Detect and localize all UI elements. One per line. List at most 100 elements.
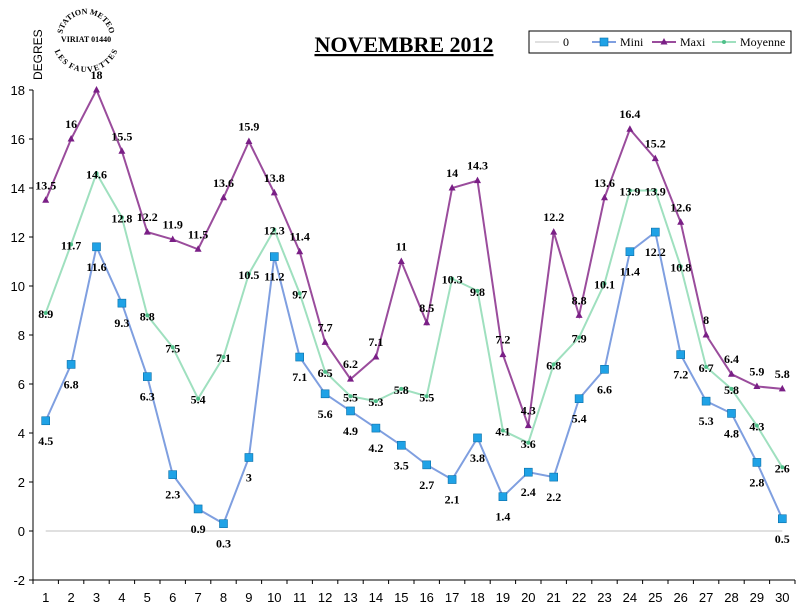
point-moyenne [196, 396, 201, 401]
data-label-mini: 7.1 [292, 370, 307, 384]
point-moyenne [323, 369, 328, 374]
point-mini [193, 504, 203, 514]
point-moyenne [475, 288, 480, 293]
data-label-mini: 2.2 [546, 490, 561, 504]
y-tick-label: 0 [18, 524, 25, 539]
point-moyenne [170, 345, 175, 350]
x-tick-label: 7 [194, 590, 201, 604]
data-label-mini: 2.4 [521, 485, 536, 499]
point-moyenne [272, 227, 277, 232]
data-label-mini: 4.5 [38, 434, 53, 448]
point-maxi [67, 135, 75, 142]
data-label-mini: 4.2 [368, 441, 383, 455]
x-tick-label: 4 [118, 590, 125, 604]
data-label-mini: 11.6 [86, 260, 106, 274]
data-label-moyenne: 8.9 [38, 307, 53, 321]
logo-text-middle: VIRIAT 01440 [61, 35, 111, 44]
data-label-maxi: 11 [396, 240, 407, 254]
point-mini [219, 519, 228, 528]
point-moyenne [500, 428, 505, 433]
point-maxi [220, 193, 227, 201]
point-mini [168, 470, 177, 479]
series-line-maxi [44, 87, 783, 426]
data-label-maxi: 6.2 [343, 357, 358, 371]
point-maxi [194, 245, 202, 252]
x-tick-label: 23 [597, 590, 611, 604]
y-tick-label: -2 [13, 573, 25, 588]
data-label-moyenne: 9.7 [292, 287, 307, 301]
point-moyenne [119, 215, 124, 220]
x-tick-label: 16 [419, 590, 433, 604]
x-tick-label: 2 [67, 590, 74, 604]
point-maxi [321, 338, 329, 345]
point-mini [143, 372, 152, 381]
point-maxi [270, 188, 278, 196]
x-tick-label: 24 [623, 590, 637, 604]
point-moyenne [704, 364, 709, 369]
point-mini [625, 247, 635, 256]
data-label-moyenne: 5.4 [191, 393, 206, 407]
y-tick-label: 14 [11, 181, 25, 196]
point-moyenne [653, 188, 658, 193]
y-tick-label: 16 [11, 132, 25, 147]
data-label-mini: 0.3 [216, 537, 231, 551]
point-mini [447, 475, 457, 484]
series-layer [41, 86, 787, 532]
point-maxi [778, 384, 786, 392]
point-moyenne [246, 271, 251, 276]
legend: 0 Mini Maxi Moyenne [528, 30, 792, 54]
point-moyenne [577, 335, 582, 340]
point-moyenne [526, 440, 531, 445]
point-mini [396, 440, 406, 450]
point-maxi [169, 235, 177, 242]
data-label-maxi: 11.5 [188, 227, 208, 241]
y-tick-label: 8 [18, 328, 25, 343]
data-label-maxi: 11.4 [290, 230, 310, 244]
series-moyenne [43, 170, 785, 470]
series-line-moyenne [44, 170, 784, 468]
data-label-moyenne: 12.8 [111, 211, 132, 225]
data-label-maxi: 12.2 [137, 210, 158, 224]
x-tick-label: 22 [572, 590, 586, 604]
y-tick-label: 18 [11, 83, 25, 98]
point-moyenne [551, 362, 556, 367]
point-moyenne [145, 313, 150, 318]
x-tick-label: 30 [775, 590, 789, 604]
data-label-mini: 2.8 [749, 475, 764, 489]
data-label-moyenne: 6.5 [318, 366, 333, 380]
x-tick-label: 8 [220, 590, 227, 604]
data-labels: 4.5 6.8 11.6 9.3 6.3 2.3 0.9 0.3 3 11.2 7.1 5.6 4.9 4… [35, 68, 790, 551]
x-tick-label: 1 [42, 590, 49, 604]
point-moyenne [754, 423, 759, 428]
point-mini [574, 394, 584, 404]
data-label-mini: 1.4 [495, 510, 510, 524]
data-label-moyenne: 7.5 [165, 341, 180, 355]
data-label-maxi: 4.3 [521, 404, 536, 418]
point-maxi [753, 382, 761, 389]
point-maxi [601, 193, 608, 201]
point-maxi [143, 228, 151, 235]
logo-text-bottom-path: LES FAUVETTES [53, 47, 120, 74]
point-mini [727, 409, 736, 418]
point-moyenne [729, 386, 734, 391]
x-tick-label: 9 [245, 590, 252, 604]
data-label-moyenne: 5.3 [368, 395, 383, 409]
x-tick-label: 3 [93, 590, 100, 604]
data-label-moyenne: 10.1 [594, 278, 615, 292]
data-label-moyenne: 10.8 [670, 260, 691, 274]
point-mini [269, 252, 279, 261]
data-label-maxi: 6.4 [724, 352, 739, 366]
data-label-maxi: 14.3 [467, 159, 488, 173]
data-label-moyenne: 10.3 [442, 273, 463, 287]
point-maxi [550, 228, 558, 235]
data-label-maxi: 12.6 [670, 200, 691, 214]
point-maxi [397, 257, 405, 264]
x-tick-label: 10 [267, 590, 281, 604]
point-maxi [245, 137, 253, 144]
data-label-mini: 11.4 [620, 265, 640, 279]
data-label-moyenne: 10.5 [238, 268, 259, 282]
data-label-moyenne: 13.9 [645, 184, 666, 198]
data-label-maxi: 18 [91, 68, 103, 82]
